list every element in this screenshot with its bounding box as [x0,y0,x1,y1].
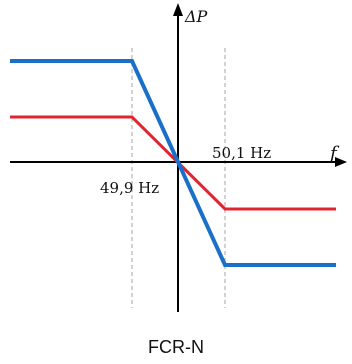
x-axis-arrowhead [335,157,347,167]
y-axis-arrowhead [173,3,183,16]
marker-high-label: 50,1 Hz [212,144,271,162]
blue-droop-curve [10,59,336,267]
y-axis-label: ΔP [184,7,208,26]
marker-low-label: 49,9 Hz [100,179,159,197]
diagram-caption: FCR-N [148,337,204,357]
